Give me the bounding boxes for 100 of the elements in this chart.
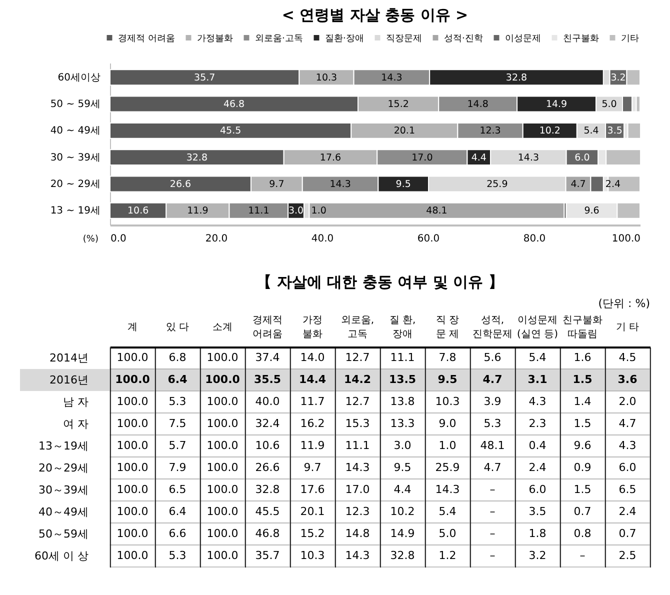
legend-label: 경제적 어려움	[118, 34, 175, 44]
data-label: 100.0	[206, 549, 238, 562]
x-tick-label: 기 타	[616, 322, 640, 333]
data-label: 5.4	[584, 126, 599, 137]
x-tick-label: 60.0	[417, 234, 440, 244]
x-tick-label: 80.0	[523, 234, 546, 244]
data-label: 13.5	[388, 373, 416, 386]
data-label: 100.0	[116, 527, 148, 540]
data-label: 6.5	[168, 483, 186, 496]
data-label: 46.8	[255, 527, 280, 540]
data-label: 2.0	[618, 395, 636, 408]
data-label: 40.0	[255, 395, 280, 408]
data-label: 4.7	[570, 178, 586, 190]
data-label: 100.0	[206, 527, 238, 540]
y-tick-label: 여 자	[63, 418, 88, 430]
data-label: 2.3	[528, 417, 546, 430]
data-label: 3.6	[618, 373, 638, 386]
data-label: 12.7	[345, 351, 370, 364]
y-tick-label: 20～29세	[38, 462, 88, 474]
data-label: 10.3	[300, 549, 325, 562]
data-label: 4.5	[618, 351, 636, 364]
data-label: 0.4	[528, 439, 546, 452]
data-label: 9.5	[438, 373, 458, 386]
data-label: 2.5	[618, 549, 636, 562]
x-tick-label: 소계	[212, 322, 232, 333]
data-label: 0.7	[574, 505, 592, 518]
data-label: 35.7	[255, 549, 280, 562]
data-label: 10.3	[316, 72, 338, 84]
data-label: 9.5	[396, 178, 411, 190]
text: –	[490, 549, 496, 562]
text: (단위 : %)	[598, 297, 650, 310]
x-tick-label: 이성문제 (실연 등)	[517, 315, 558, 340]
data-label: 6.4	[168, 373, 188, 386]
data-label: 0.9	[574, 461, 592, 474]
data-label: 100.0	[206, 483, 238, 496]
data-label: 12.3	[345, 505, 370, 518]
data-label: 7.8	[438, 351, 456, 364]
data-label: 100.0	[206, 461, 238, 474]
data-label: 14.3	[330, 178, 351, 190]
data-label: 14.9	[546, 99, 568, 110]
data-label: 14.8	[345, 527, 370, 540]
data-label: 11.1	[248, 206, 270, 217]
chart-title: 【 자살에 대한 충동 여부 및 이유 】	[256, 273, 504, 291]
data-label: 32.4	[255, 417, 280, 430]
data-label: 2.4	[528, 461, 546, 474]
text: –	[580, 549, 586, 562]
data-label: 10.6	[255, 439, 280, 452]
y-tick-label: 13 ~ 19세	[50, 206, 100, 217]
data-label: 10.3	[435, 395, 460, 408]
y-tick-label: 남 자	[63, 396, 88, 408]
data-label: 48.1	[480, 439, 505, 452]
data-label: 46.8	[223, 99, 245, 110]
data-label: 20.1	[394, 126, 415, 137]
y-tick-label: 13～19세	[38, 440, 88, 452]
data-label: 2.4	[605, 178, 621, 190]
data-label: 4.4	[394, 483, 412, 496]
data-label: 32.8	[390, 549, 415, 562]
data-label: 15.2	[388, 99, 409, 110]
data-label: 4.4	[471, 152, 486, 164]
data-label: 6.5	[618, 483, 636, 496]
x-tick-label: 가정 불화	[302, 315, 322, 340]
data-label: 6.0	[528, 483, 546, 496]
data-label: 5.3	[168, 395, 186, 408]
data-label: 14.9	[390, 527, 415, 540]
data-label: 100.0	[116, 417, 148, 430]
legend-label: 기타	[621, 34, 639, 44]
data-label: 14.3	[381, 72, 402, 84]
data-label: 25.9	[486, 178, 508, 190]
data-label: 5.4	[528, 351, 546, 364]
legend-label: 외로움·고독	[255, 34, 303, 44]
data-label: 6.4	[168, 505, 186, 518]
data-label: 9.7	[269, 178, 284, 190]
data-label: 14.3	[435, 483, 460, 496]
data-label: 32.8	[255, 483, 280, 496]
x-axis-title: (%)	[82, 234, 98, 244]
data-label: 100.0	[116, 395, 148, 408]
data-label: 100.0	[116, 461, 148, 474]
data-label: 4.3	[528, 395, 546, 408]
x-tick-label: 100.0	[612, 234, 640, 244]
data-label: 5.0	[602, 99, 617, 110]
y-tick-label: 50 ~ 59세	[50, 99, 100, 110]
data-label: 25.9	[435, 461, 460, 474]
data-label: 32.8	[506, 72, 528, 84]
data-label: 3.5	[607, 126, 622, 137]
data-label: 14.3	[345, 549, 370, 562]
data-label: 14.3	[345, 461, 370, 474]
x-tick-label: 20.0	[205, 234, 228, 244]
y-tick-label: 30～39세	[38, 484, 88, 496]
legend-label: 친구불화	[563, 34, 599, 44]
data-label: 1.5	[572, 373, 592, 386]
x-tick-label: 40.0	[311, 234, 334, 244]
data-label: 13.3	[390, 417, 415, 430]
data-label: 12.3	[480, 126, 501, 137]
data-label: 45.5	[255, 505, 280, 518]
y-tick-label: 20 ~ 29세	[50, 178, 100, 190]
data-label: 100.0	[116, 483, 148, 496]
chart-title: < 연령별 자살 충동 이유 >	[282, 6, 468, 24]
y-tick-label: 2014년	[50, 352, 88, 364]
y-tick-label: 60세이상	[58, 72, 100, 84]
data-label: 100.0	[116, 549, 148, 562]
